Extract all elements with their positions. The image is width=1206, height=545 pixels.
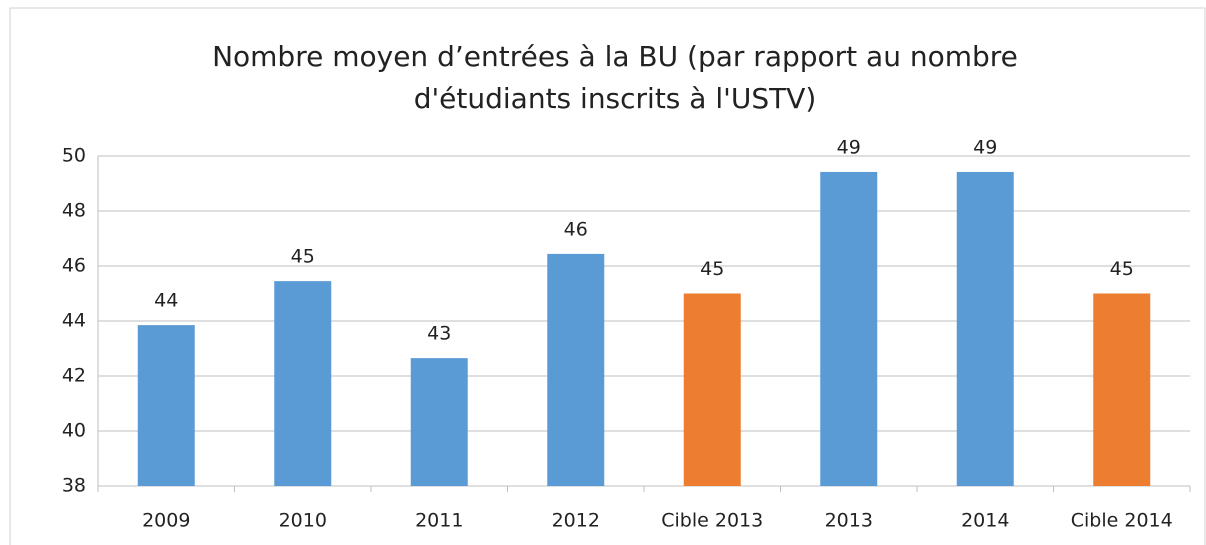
x-tick-label: 2014: [961, 510, 1009, 532]
y-tick-label: 46: [62, 255, 86, 277]
chart-border: [9, 7, 1206, 545]
value-label: 43: [427, 323, 451, 345]
y-tick-label: 42: [62, 365, 86, 387]
x-tick-label: 2011: [415, 510, 463, 532]
bar: [1093, 293, 1151, 486]
bar: [274, 281, 332, 486]
x-tick-label: Cible 2013: [661, 510, 763, 532]
x-tick-label: 2012: [552, 510, 600, 532]
x-tick-label: Cible 2014: [1071, 510, 1173, 532]
bar: [137, 325, 195, 486]
x-tick-label: 2013: [825, 510, 873, 532]
x-tick-label: 2010: [279, 510, 327, 532]
value-label: 44: [154, 290, 178, 312]
value-label: 46: [564, 218, 588, 240]
chart-title: Nombre moyen d’entrées à la BU (par rapp…: [212, 40, 1018, 73]
bar: [820, 171, 878, 486]
y-tick-label: 50: [62, 145, 86, 167]
y-tick-label: 48: [62, 200, 86, 222]
y-tick-label: 40: [62, 420, 86, 442]
value-label: 45: [1110, 258, 1134, 280]
bar: [547, 253, 605, 486]
bar: [683, 293, 741, 486]
y-tick-label: 44: [62, 310, 86, 332]
chart-title: d'étudiants inscrits à l'USTV): [414, 82, 817, 115]
value-label: 45: [291, 246, 315, 268]
value-label: 49: [837, 136, 861, 158]
y-tick-label: 38: [62, 475, 86, 497]
bar: [956, 171, 1014, 486]
value-label: 45: [700, 258, 724, 280]
value-label: 49: [973, 136, 997, 158]
bar: [410, 358, 468, 486]
x-tick-label: 2009: [142, 510, 190, 532]
